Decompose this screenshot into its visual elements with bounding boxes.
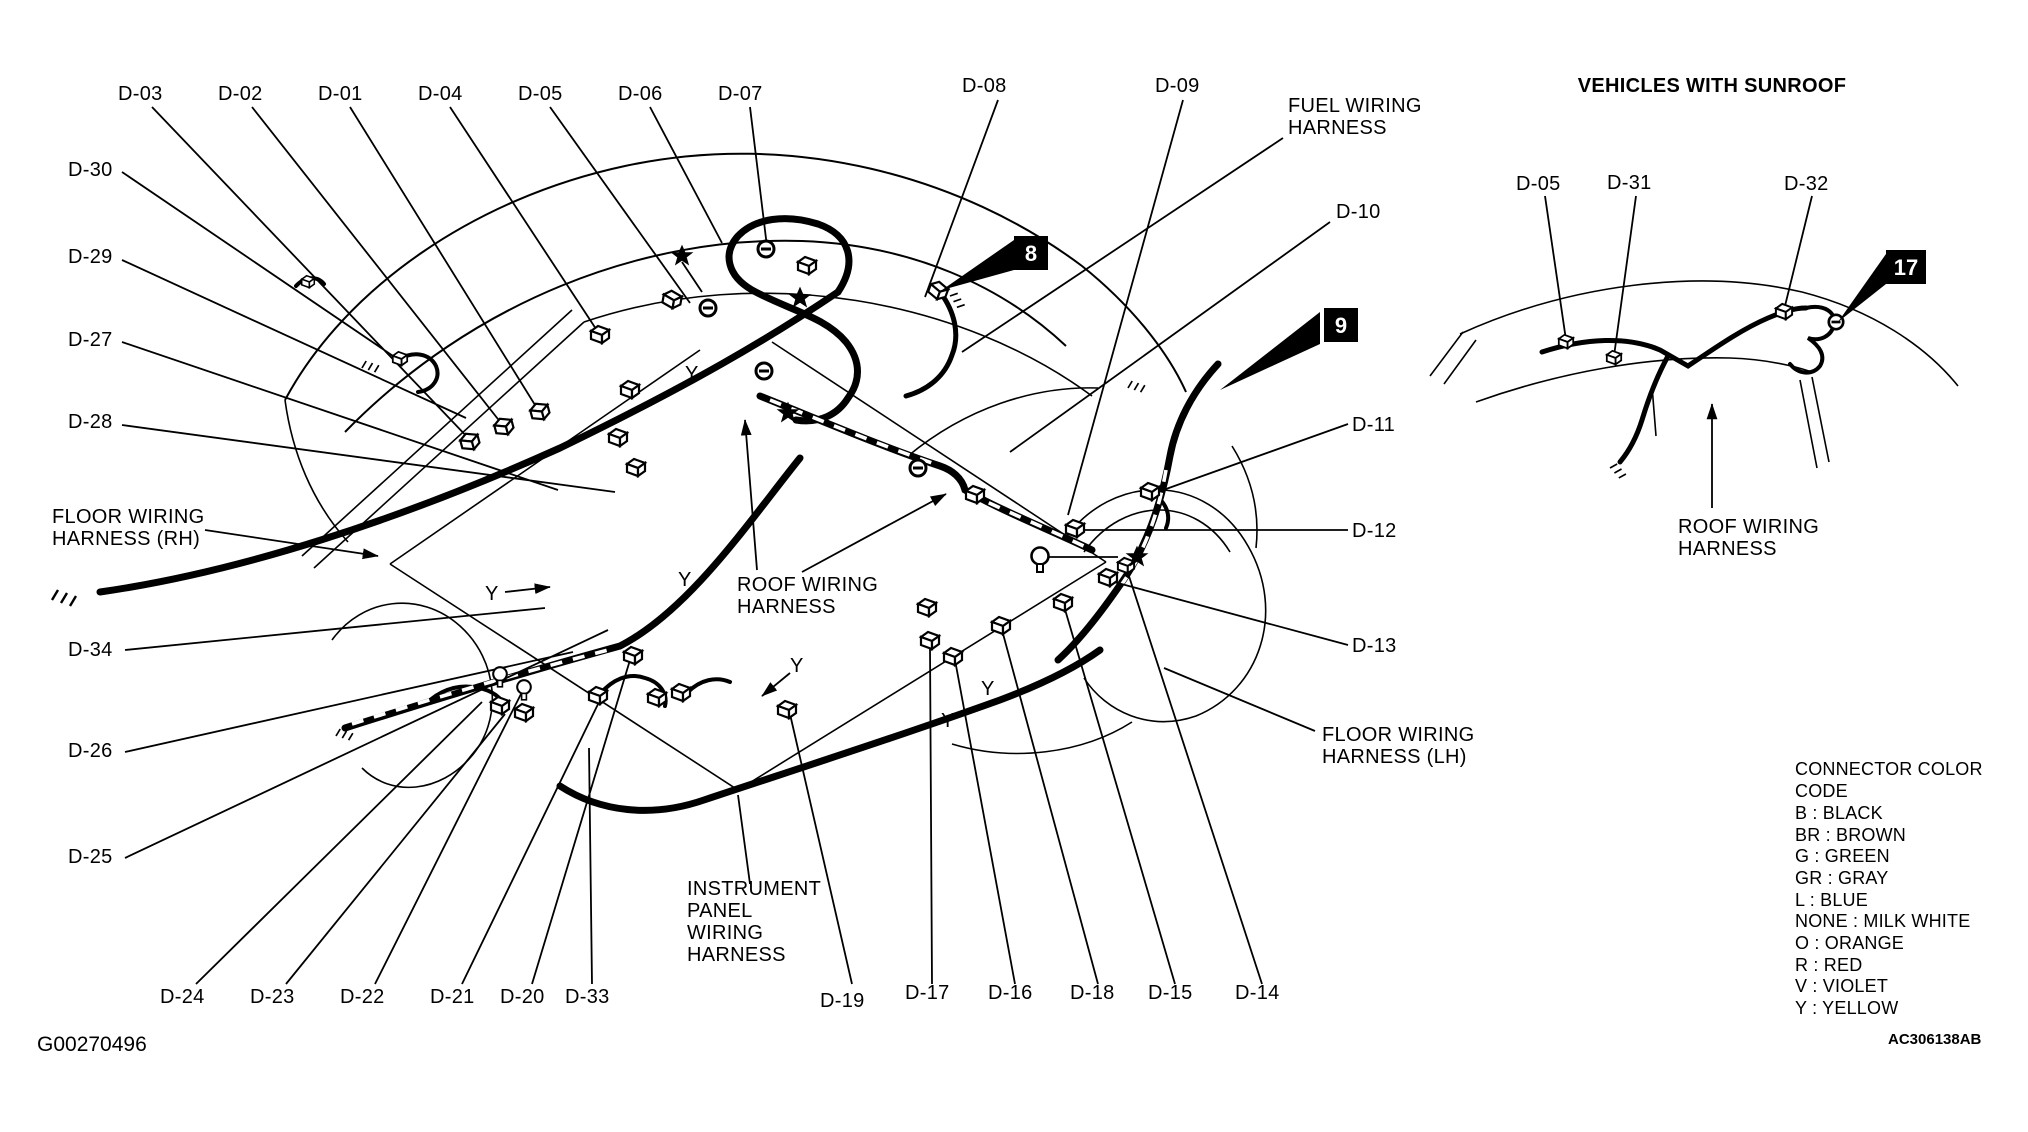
- connector-color-markers: Y Y Y Y Y Y: [485, 363, 994, 732]
- inset-title: VEHICLES WITH SUNROOF: [1578, 75, 1847, 97]
- harness-runs: [96, 215, 1222, 814]
- connector-icon: [457, 429, 482, 454]
- floor-lh-harness-label-line2: HARNESS (LH): [1322, 746, 1467, 768]
- callout-d16: D-16: [988, 982, 1033, 1004]
- leader-lines: [121, 99, 1813, 985]
- floor-lh-harness-label-line1: FLOOR WIRING: [1322, 724, 1475, 746]
- callout-d27: D-27: [68, 329, 113, 351]
- drawing-code: AC306138AB: [1888, 1031, 1982, 1048]
- inset-harness-runs: [1539, 305, 1837, 465]
- ring-connector-icon: [756, 239, 776, 259]
- harness-annotations: FUEL WIRING HARNESS FLOOR WIRING HARNESS…: [52, 95, 1475, 966]
- legend-entry: BR : BROWN: [1795, 825, 1906, 845]
- callout-d20: D-20: [500, 986, 545, 1008]
- inset-roof-harness-label-line1: ROOF WIRING: [1678, 516, 1819, 538]
- callout-d15: D-15: [1148, 982, 1193, 1004]
- callout-d02: D-02: [218, 83, 263, 105]
- callout-d14: D-14: [1235, 982, 1280, 1004]
- callout-d17: D-17: [905, 982, 950, 1004]
- legend-entry: L : BLUE: [1795, 890, 1868, 910]
- continuation-ticks-icon: [50, 588, 78, 608]
- callout-d30: D-30: [68, 159, 113, 181]
- ip-harness-label-line3: WIRING: [687, 922, 763, 944]
- legend-entry: V : VIOLET: [1795, 976, 1888, 996]
- callout-d11: D-11: [1352, 414, 1395, 436]
- callout-d22: D-22: [340, 986, 385, 1008]
- y-marker: Y: [685, 363, 698, 385]
- inset-callout-d32: D-32: [1784, 173, 1829, 195]
- legend-entry: O : ORANGE: [1795, 933, 1904, 953]
- callout-d07: D-07: [718, 83, 763, 105]
- ref-number-8: 8: [1025, 241, 1037, 266]
- inset-labels: VEHICLES WITH SUNROOF D-05 D-31 D-32 ROO…: [1516, 75, 1846, 560]
- floor-rh-harness-label-line1: FLOOR WIRING: [52, 506, 205, 528]
- inset-callout-d31: D-31: [1607, 172, 1652, 194]
- callout-d26: D-26: [68, 740, 113, 762]
- callout-d04: D-04: [418, 83, 463, 105]
- ref-box-8: 8: [942, 236, 1048, 290]
- roof-harness-label-line2: HARNESS: [737, 596, 836, 618]
- callout-d06: D-06: [618, 83, 663, 105]
- ip-harness-label-line2: PANEL: [687, 900, 753, 922]
- inset-roof-outline: [1429, 280, 1959, 469]
- connector-symbols: [50, 239, 1845, 742]
- ref-number-17: 17: [1894, 255, 1918, 280]
- callout-d33: D-33: [565, 986, 610, 1008]
- callout-d25: D-25: [68, 846, 113, 868]
- ref-box-9: 9: [1220, 308, 1358, 390]
- ref-box-17: 17: [1838, 250, 1926, 322]
- floor-rh-harness-label-line2: HARNESS (RH): [52, 528, 200, 550]
- legend-entry: Y : YELLOW: [1795, 998, 1898, 1018]
- connector-color-code-legend: CONNECTOR COLOR CODE B : BLACK BR : BROW…: [1795, 759, 1983, 1018]
- callout-d09: D-09: [1155, 75, 1200, 97]
- roof-harness-label-line1: ROOF WIRING: [737, 574, 878, 596]
- callout-d13: D-13: [1352, 635, 1397, 657]
- y-marker: Y: [981, 678, 994, 700]
- y-marker: Y: [485, 583, 498, 605]
- ref-number-9: 9: [1335, 313, 1347, 338]
- callout-labels: D-03 D-02 D-01 D-04 D-05 D-06 D-07 D-08 …: [68, 75, 1397, 1012]
- callout-d29: D-29: [68, 246, 113, 268]
- bolt-connector-icon: [1030, 546, 1050, 574]
- callout-d19: D-19: [820, 990, 865, 1012]
- fuel-harness-label-line1: FUEL WIRING: [1288, 95, 1422, 117]
- callout-d05: D-05: [518, 83, 563, 105]
- inset-roof-harness-label-line2: HARNESS: [1678, 538, 1777, 560]
- ip-harness-label-line1: INSTRUMENT: [687, 878, 821, 900]
- y-marker: Y: [941, 710, 954, 732]
- callout-d34: D-34: [68, 639, 113, 661]
- callout-d24: D-24: [160, 986, 205, 1008]
- callout-d12: D-12: [1352, 520, 1397, 542]
- legend-entry: NONE : MILK WHITE: [1795, 911, 1970, 931]
- callout-d23: D-23: [250, 986, 295, 1008]
- callout-d10: D-10: [1336, 201, 1381, 223]
- legend-entry: G : GREEN: [1795, 846, 1890, 866]
- inset-callout-d05: D-05: [1516, 173, 1561, 195]
- legend-entry: B : BLACK: [1795, 803, 1883, 823]
- callout-d18: D-18: [1070, 982, 1115, 1004]
- callout-d03: D-03: [118, 83, 163, 105]
- ip-harness-label-line4: HARNESS: [687, 944, 786, 966]
- star-icon: [788, 286, 812, 308]
- figure-code: G00270496: [37, 1033, 147, 1056]
- callout-d28: D-28: [68, 411, 113, 433]
- callout-d21: D-21: [430, 986, 475, 1008]
- y-marker: Y: [790, 655, 803, 677]
- callout-d08: D-08: [962, 75, 1007, 97]
- fuel-harness-label-line2: HARNESS: [1288, 117, 1387, 139]
- y-marker: Y: [678, 569, 691, 591]
- callout-d01: D-01: [318, 83, 363, 105]
- legend-entry: R : RED: [1795, 955, 1862, 975]
- legend-title-line1: CONNECTOR COLOR: [1795, 759, 1983, 779]
- legend-entry: GR : GRAY: [1795, 868, 1888, 888]
- legend-title-line2: CODE: [1795, 781, 1848, 801]
